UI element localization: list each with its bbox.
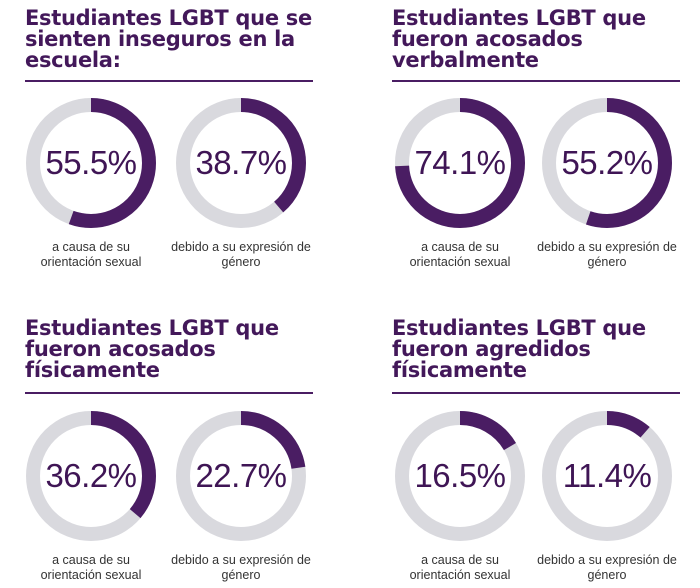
donut-value: 55.5% bbox=[45, 144, 137, 181]
donut-caption: a causa de su orientación sexual bbox=[40, 553, 142, 582]
donut-caption: debido a su expresión de género bbox=[171, 553, 311, 582]
chart-title-text: Estudiantes LGBT que fueron acosados fís… bbox=[25, 316, 279, 382]
donut-caption: debido a su expresión de género bbox=[537, 553, 677, 582]
divider bbox=[25, 392, 313, 394]
donut-chart: 55.5% bbox=[24, 96, 158, 230]
chart-title-text: Estudiantes LGBT que se sienten inseguro… bbox=[25, 6, 312, 72]
chart-title: Estudiantes LGBT que fueron agredidos fí… bbox=[392, 318, 692, 381]
donut-value: 16.5% bbox=[414, 457, 506, 494]
donut-chart: 11.4% bbox=[540, 409, 674, 543]
donut-chart: 36.2% bbox=[24, 409, 158, 543]
donut-arc bbox=[395, 98, 525, 228]
chart-title-text: Estudiantes LGBT que fueron agredidos fí… bbox=[392, 316, 646, 382]
chart-title-text: Estudiantes LGBT que fueron acosados ver… bbox=[392, 6, 646, 72]
donut-caption: a causa de su orientación sexual bbox=[409, 553, 511, 582]
donut-value: 11.4% bbox=[562, 457, 652, 494]
donut-arc bbox=[176, 98, 306, 228]
donut-value: 38.7% bbox=[195, 144, 287, 181]
donut-value: 74.1% bbox=[414, 144, 506, 181]
divider bbox=[392, 80, 680, 82]
divider bbox=[25, 80, 313, 82]
chart-title: Estudiantes LGBT que fueron acosados fís… bbox=[25, 318, 325, 381]
donut-chart: 22.7% bbox=[174, 409, 308, 543]
donut-chart: 74.1% bbox=[393, 96, 527, 230]
donut-value: 55.2% bbox=[561, 144, 653, 181]
chart-title: Estudiantes LGBT que fueron acosados ver… bbox=[392, 8, 692, 71]
divider bbox=[392, 392, 680, 394]
donut-value: 36.2% bbox=[45, 457, 137, 494]
donut-chart: 55.2% bbox=[540, 96, 674, 230]
donut-caption: debido a su expresión de género bbox=[537, 240, 677, 269]
donut-arc bbox=[26, 98, 156, 228]
donut-arc bbox=[176, 411, 306, 541]
donut-arc bbox=[395, 411, 525, 541]
donut-chart: 38.7% bbox=[174, 96, 308, 230]
chart-title: Estudiantes LGBT que se sienten inseguro… bbox=[25, 8, 325, 71]
donut-arc bbox=[26, 411, 156, 541]
donut-caption: debido a su expresión de género bbox=[171, 240, 311, 269]
donut-chart: 16.5% bbox=[393, 409, 527, 543]
donut-arc bbox=[542, 411, 672, 541]
donut-caption: a causa de su orientación sexual bbox=[40, 240, 142, 269]
donut-arc bbox=[542, 98, 672, 228]
donut-caption: a causa de su orientación sexual bbox=[409, 240, 511, 269]
donut-value: 22.7% bbox=[195, 457, 287, 494]
